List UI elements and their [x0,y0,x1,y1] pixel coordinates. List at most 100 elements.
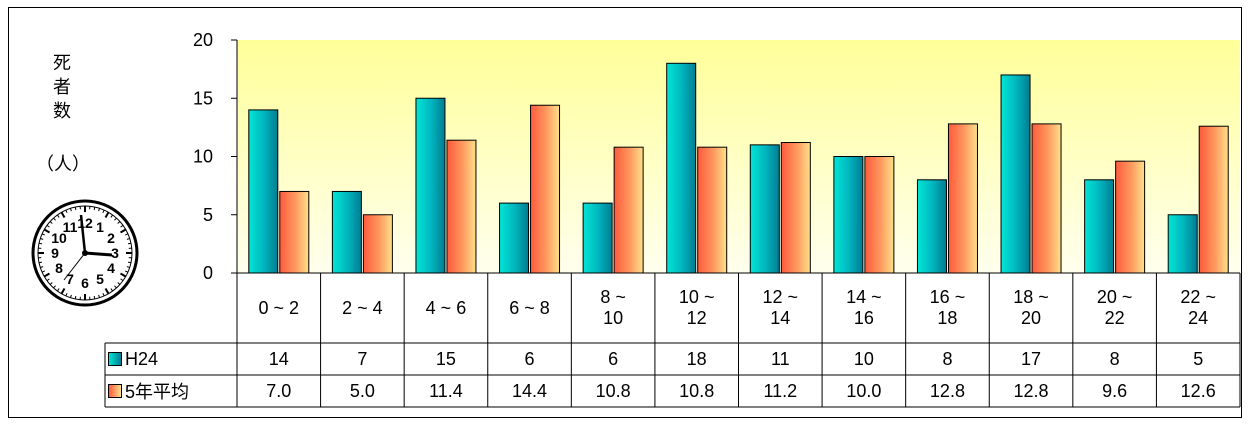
bar-5yr-avg [1198,125,1229,274]
clock-tick [93,206,96,211]
clock-tick [43,272,50,278]
clock-tick [120,228,127,234]
clock-tick [53,285,56,289]
clock-tick [110,214,114,218]
clock-tick [98,294,100,298]
bar-5yr-avg [697,146,728,274]
bar-h24 [749,144,780,274]
bar-h24 [833,156,864,274]
bar-h24 [1084,179,1115,274]
clock-tick [38,261,43,264]
clock-tick [70,294,72,298]
clock-tick [49,282,53,285]
data-label: 5.0 [349,380,375,401]
y-tick-label: 10 [193,147,213,167]
clock-tick [38,242,43,245]
bar-5yr-avg [530,104,561,274]
legend-swatch [108,352,122,366]
clock-tick [104,211,110,218]
data-label: 11.4 [429,380,463,401]
data-label: 12.8 [1013,380,1049,401]
clock-second-hand [63,252,86,281]
clock-tick [60,288,66,295]
bar-5yr-avg [1115,160,1146,274]
bar-5yr-avg [362,214,393,274]
clock-hour-hand [84,251,113,257]
clock-tick [127,242,132,245]
clock-tick [110,288,114,292]
y-tick-label: 0 [203,263,213,283]
clock-tick [120,272,127,278]
clock-numeral: 8 [55,260,63,276]
plot-area [237,40,1240,273]
bar-5yr-avg [279,190,310,274]
clock-tick [114,285,117,289]
clock-numeral: 4 [107,260,115,276]
clock-tick [46,224,50,228]
clock-tick [43,228,50,234]
x-tick-label: 2 ~ 4 [342,297,383,318]
data-label: 11.2 [763,380,798,401]
clock-tick [56,214,60,218]
bar-h24 [1167,214,1198,274]
clock-tick [98,208,100,212]
clock-tick [126,266,130,268]
data-label: 7.0 [266,380,292,401]
data-label: 10.8 [595,380,631,401]
x-tick-label: 16 ~ 18 [929,287,966,328]
bar-h24 [331,190,362,274]
data-label: 10.0 [846,380,882,401]
bar-5yr-avg [864,156,895,274]
data-label: 18 [686,348,707,369]
data-label: 11 [770,348,790,369]
clock-numeral: 1 [96,219,104,235]
data-label: 17 [1021,348,1042,369]
data-label: 8 [942,348,953,369]
data-label: 12.8 [929,380,965,401]
clock-tick [126,238,130,240]
clock-tick [102,209,105,214]
y-tick-label: 15 [193,88,213,108]
bar-h24 [1000,74,1031,274]
clock-tick [117,221,121,224]
data-label: 7 [357,348,368,369]
clock-tick [120,278,124,282]
clock-tick [56,288,60,292]
clock-numeral: 5 [96,271,104,287]
x-tick-label: 10 ~ 12 [678,287,715,328]
data-label: 10.8 [679,380,715,401]
y-tick-label: 5 [203,205,213,225]
x-tick-label: 18 ~ 20 [1013,287,1049,328]
x-tick-label: 8 ~ 10 [600,287,626,328]
clock-tick [93,295,96,300]
x-tick-label: 12 ~ 14 [762,287,799,328]
bar-5yr-avg [947,123,978,274]
data-label: 12.6 [1180,380,1216,401]
bar-h24 [499,202,530,274]
bar-h24 [582,202,613,274]
bar-h24 [248,109,279,274]
data-label: 14.4 [512,380,548,401]
bar-5yr-avg [613,146,644,274]
clock-tick [41,233,46,236]
y-tick-label: 20 [193,30,213,50]
legend-label: 5年平均 [125,382,190,402]
bar-5yr-avg [780,142,811,274]
clock-tick [124,270,129,273]
legend-swatch [108,384,122,398]
clock-numeral: 7 [66,271,74,287]
y-axis-label-char-3: 数 [53,101,71,121]
clock-minute-hand [79,214,87,254]
clock-tick [70,208,72,212]
x-tick-label: 14 ~ 16 [846,287,882,328]
clock-tick [40,238,44,240]
data-label: 8 [1109,348,1120,369]
clock-numeral: 2 [107,230,115,246]
bar-h24 [415,97,446,274]
data-label: 15 [435,348,456,369]
clock-tick [65,209,68,214]
clock-tick [53,217,56,221]
data-label: 6 [524,348,535,369]
